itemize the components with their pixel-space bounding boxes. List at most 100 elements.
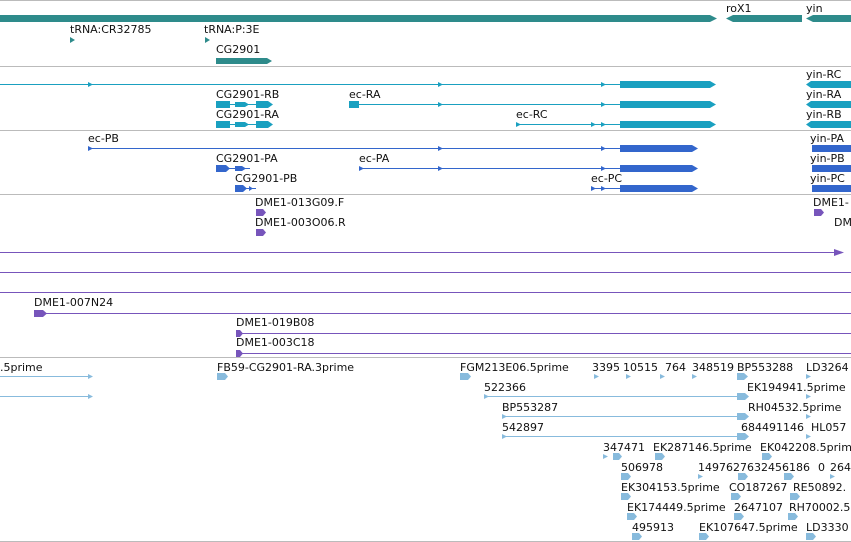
est-feature[interactable] bbox=[627, 513, 637, 520]
est-feature[interactable] bbox=[806, 434, 811, 439]
protein-segment-yin-pc[interactable] bbox=[812, 185, 851, 192]
est-feature[interactable] bbox=[692, 374, 697, 379]
est-feature[interactable] bbox=[613, 453, 622, 460]
clone-feature[interactable] bbox=[814, 209, 824, 216]
gene-feature-trna-p3e[interactable] bbox=[205, 37, 210, 43]
mrna-exon bbox=[438, 102, 443, 107]
est-feature[interactable] bbox=[737, 373, 748, 380]
est-label: 495913 bbox=[632, 521, 674, 534]
est-feature[interactable] bbox=[621, 493, 631, 500]
est-label: EK304153.5prime bbox=[621, 481, 720, 494]
est-feature[interactable] bbox=[806, 374, 811, 379]
clone-arrow bbox=[834, 249, 844, 256]
clone-feature[interactable] bbox=[256, 209, 266, 216]
protein-label: ec-PC bbox=[591, 172, 622, 185]
mrna-exon-yin-rc[interactable] bbox=[806, 81, 851, 88]
mrna-exon[interactable] bbox=[620, 121, 716, 128]
protein-segment bbox=[438, 146, 443, 151]
est-feature[interactable] bbox=[660, 374, 665, 379]
protein-label: yin-PC bbox=[810, 172, 845, 185]
mrna-exon[interactable] bbox=[216, 101, 230, 108]
est-feature[interactable] bbox=[762, 453, 772, 460]
est-feature[interactable] bbox=[790, 493, 800, 500]
est-feature[interactable] bbox=[731, 493, 741, 500]
est-feature[interactable] bbox=[594, 374, 599, 379]
protein-label: CG2901-PA bbox=[216, 152, 278, 165]
clone-feature[interactable] bbox=[34, 310, 47, 317]
est-feature[interactable] bbox=[806, 533, 816, 540]
protein-segment[interactable] bbox=[620, 145, 698, 152]
est-feature[interactable] bbox=[806, 414, 811, 419]
est-feature[interactable] bbox=[603, 454, 608, 459]
est-label: FGM213E06.5prime bbox=[460, 361, 569, 374]
gene-arrow-right bbox=[710, 15, 717, 22]
protein-segment-yin-pb[interactable] bbox=[812, 165, 851, 172]
est-label: 2647107 bbox=[734, 501, 783, 514]
clone-label: DM bbox=[834, 216, 851, 229]
protein-label: ec-PB bbox=[88, 132, 119, 145]
est-label: EK107647.5prime bbox=[699, 521, 798, 534]
mrna-exon[interactable] bbox=[349, 101, 359, 108]
est-feature[interactable] bbox=[655, 453, 665, 460]
protein-segment[interactable] bbox=[620, 185, 698, 192]
gene-feature-cg2901[interactable] bbox=[216, 58, 272, 64]
mrna-exon bbox=[601, 82, 606, 87]
est-arrow bbox=[88, 394, 93, 399]
clone-feature[interactable] bbox=[256, 229, 266, 236]
est-label: EK194941.5prime bbox=[747, 381, 846, 394]
est-feature[interactable] bbox=[737, 433, 749, 440]
est-feature[interactable] bbox=[737, 393, 749, 400]
gene-feature-rox1[interactable] bbox=[726, 15, 802, 22]
protein-segment bbox=[601, 186, 606, 191]
mrna-exon[interactable] bbox=[256, 101, 273, 108]
est-feature[interactable] bbox=[699, 533, 709, 540]
est-feature[interactable] bbox=[784, 473, 794, 480]
est-feature[interactable] bbox=[830, 474, 835, 479]
est-label: LD3330 bbox=[806, 521, 849, 534]
gene-feature-trna-cr32785[interactable] bbox=[70, 37, 75, 43]
mrna-label: yin-RA bbox=[806, 88, 842, 101]
est-label: LD3264 bbox=[806, 361, 849, 374]
est-feature[interactable] bbox=[737, 413, 749, 420]
protein-segment[interactable] bbox=[235, 185, 247, 192]
mrna-exon[interactable] bbox=[620, 81, 716, 88]
mrna-label: ec-RA bbox=[349, 88, 381, 101]
est-label: RH04532.5prime bbox=[748, 401, 842, 414]
est-arrow bbox=[502, 414, 507, 419]
protein-segment[interactable] bbox=[216, 165, 230, 172]
est-label: 1497627632456186 bbox=[698, 461, 810, 474]
clone-label: DME1- bbox=[813, 196, 849, 209]
gene-feature-bar[interactable] bbox=[0, 15, 710, 22]
est-feature[interactable] bbox=[738, 473, 748, 480]
protein-segment-yin-pa[interactable] bbox=[812, 145, 851, 152]
mrna-exon bbox=[438, 82, 443, 87]
mrna-exon[interactable] bbox=[620, 101, 716, 108]
est-label: CO187267 bbox=[729, 481, 787, 494]
gene-feature-yin[interactable] bbox=[806, 15, 851, 22]
est-feature[interactable] bbox=[698, 474, 703, 479]
est-feature[interactable] bbox=[217, 373, 228, 380]
est-arrow bbox=[88, 374, 93, 379]
gene-label: CG2901 bbox=[216, 43, 260, 56]
mrna-exon-yin-ra[interactable] bbox=[806, 101, 851, 108]
protein-segment bbox=[601, 166, 606, 171]
est-feature[interactable] bbox=[788, 513, 798, 520]
est-feature[interactable] bbox=[626, 374, 631, 379]
est-label: 764 bbox=[665, 361, 686, 374]
protein-label: ec-PA bbox=[359, 152, 390, 165]
est-feature[interactable] bbox=[621, 473, 631, 480]
protein-segment bbox=[438, 166, 443, 171]
est-feature[interactable] bbox=[734, 513, 744, 520]
clone-feature bbox=[236, 350, 243, 357]
protein-segment bbox=[235, 166, 246, 171]
mrna-exon[interactable] bbox=[256, 121, 273, 128]
gene-label: roX1 bbox=[726, 2, 752, 15]
mrna-exon bbox=[88, 82, 93, 87]
est-feature[interactable] bbox=[460, 373, 471, 380]
mrna-exon-yin-rb[interactable] bbox=[806, 121, 851, 128]
protein-segment[interactable] bbox=[620, 165, 698, 172]
mrna-exon[interactable] bbox=[216, 121, 230, 128]
mrna-label: ec-RC bbox=[516, 108, 548, 121]
est-feature[interactable] bbox=[806, 394, 811, 399]
est-feature[interactable] bbox=[632, 533, 642, 540]
